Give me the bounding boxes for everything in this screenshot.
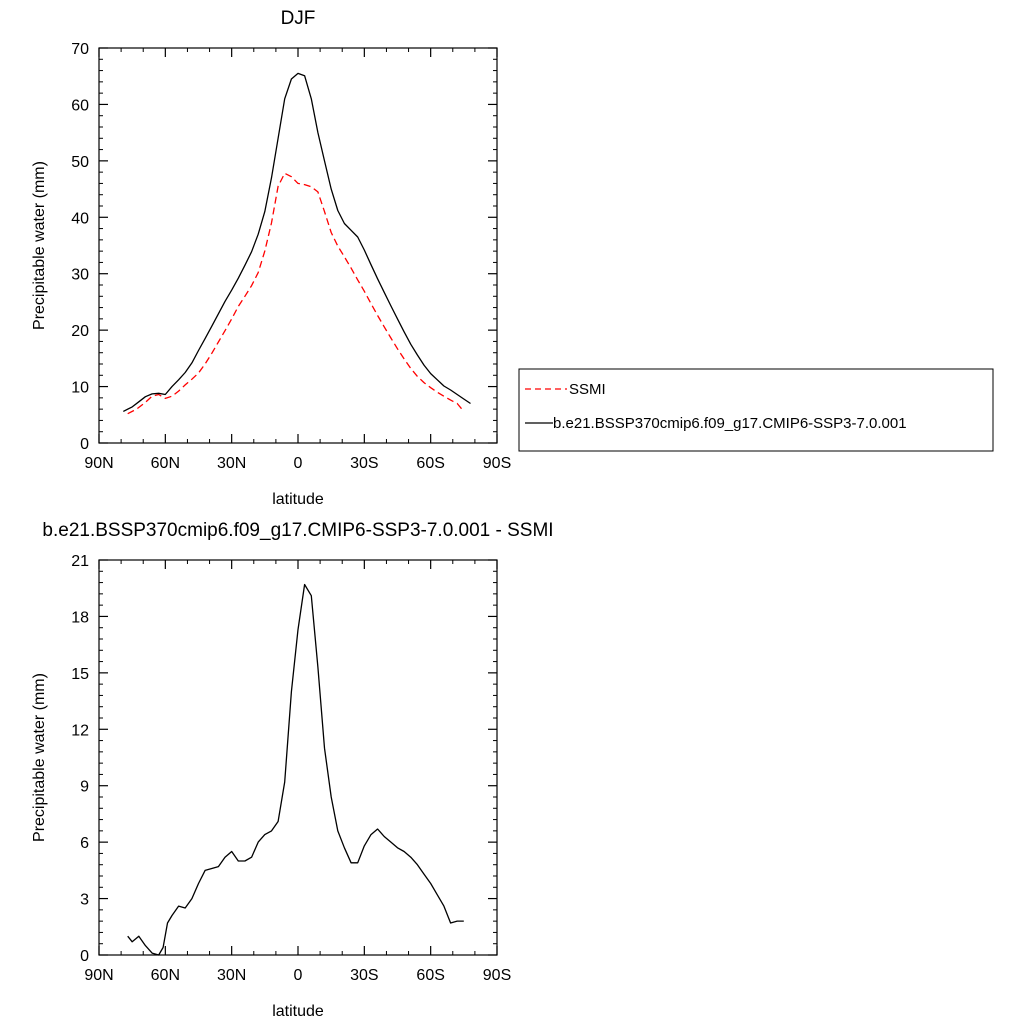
bottom-y-tick-label: 3 [80, 892, 89, 909]
legend: SSMI b.e21.BSSP370cmip6.f09_g17.CMIP6-SS… [518, 368, 994, 452]
bottom-y-tick-label: 0 [80, 948, 89, 965]
top-plot-frame [98, 47, 498, 444]
bottom-major-ticks [98, 559, 498, 956]
bottom-series-lines [127, 583, 464, 956]
top-y-tick-label: 0 [80, 436, 89, 453]
bottom-x-tick-label: 90S [483, 967, 511, 984]
bottom-x-tick-label: 60S [416, 967, 444, 984]
bottom-x-tick-label: 60N [151, 967, 180, 984]
top-series-lines [123, 72, 471, 415]
top-major-ticks [98, 47, 498, 444]
top-y-tick-label: 20 [71, 323, 89, 340]
legend-label-ssmi: SSMI [569, 381, 606, 398]
top-x-tick-label: 0 [294, 455, 303, 472]
top-series-line-2 [123, 72, 471, 412]
bottom-y-tick-label: 18 [71, 609, 89, 626]
top-x-axis-label: latitude [272, 491, 324, 508]
top-x-tick-label: 60S [416, 455, 444, 472]
bottom-y-tick-label: 6 [80, 835, 89, 852]
top-y-tick-labels: 0 10 20 30 40 50 60 70 [71, 41, 89, 453]
top-plot-area: 90N 60N 30N 0 30S 60S 90S 0 10 20 30 40 50 60 70 [71, 41, 511, 472]
bottom-x-axis-label: latitude [272, 1003, 324, 1020]
top-x-tick-label: 30S [350, 455, 378, 472]
bottom-y-tick-label: 21 [71, 553, 89, 570]
bottom-y-axis-label: Precipitable water (mm) [31, 673, 48, 842]
top-panel: DJF 90N 60N 30N 0 30S 60S 90S 010203040506070 … [31, 8, 994, 508]
bottom-plot-area: 90N 60N 30N 0 30S 60S 90S 0 3 6 9 12 15 18 21 [71, 553, 511, 984]
bottom-x-tick-labels: 90N 60N 30N 0 30S 60S 90S [84, 967, 511, 984]
bottom-x-tick-label: 90N [84, 967, 113, 984]
top-x-tick-label: 90S [483, 455, 511, 472]
top-x-tick-label: 90N [84, 455, 113, 472]
top-y-tick-label: 70 [71, 41, 89, 58]
bottom-series-line-1 [127, 583, 464, 956]
top-y-tick-label: 40 [71, 210, 89, 227]
bottom-y-tick-labels: 0 3 6 9 12 15 18 21 [71, 553, 89, 965]
top-y-tick-label: 30 [71, 267, 89, 284]
top-minor-ticks [99, 48, 497, 443]
top-x-tick-label: 30N [217, 455, 246, 472]
legend-box [518, 368, 994, 452]
top-chart-title: DJF [281, 8, 316, 29]
bottom-x-tick-label: 30N [217, 967, 246, 984]
bottom-chart-title: b.e21.BSSP370cmip6.f09_g17.CMIP6-SSP3-7.… [42, 520, 553, 541]
bottom-y-tick-label: 15 [71, 666, 89, 683]
bottom-x-tick-label: 30S [350, 967, 378, 984]
top-x-tick-label: 60N [151, 455, 180, 472]
top-y-tick-label: 10 [71, 380, 89, 397]
top-y-tick-label: 50 [71, 154, 89, 171]
top-y-tick-label: 60 [71, 97, 89, 114]
top-y-axis-label: Precipitable water (mm) [31, 161, 48, 330]
bottom-minor-ticks [99, 560, 497, 955]
legend-label-model: b.e21.BSSP370cmip6.f09_g17.CMIP6-SSP3-7.… [553, 415, 907, 432]
bottom-y-tick-label: 12 [71, 722, 89, 739]
top-x-tick-labels: 90N 60N 30N 0 30S 60S 90S [84, 455, 511, 472]
top-series-line-1 [127, 172, 465, 415]
bottom-x-tick-label: 0 [294, 967, 303, 984]
bottom-panel: b.e21.BSSP370cmip6.f09_g17.CMIP6-SSP3-7.… [31, 520, 554, 1020]
bottom-y-tick-label: 9 [80, 779, 89, 796]
